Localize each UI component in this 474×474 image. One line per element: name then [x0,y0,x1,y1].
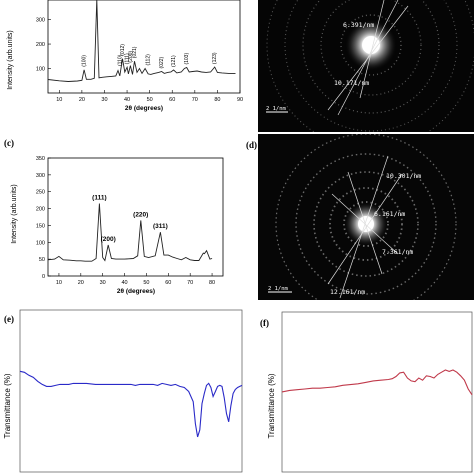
y-tick-label: 50 [39,257,45,263]
plot-frame-a [47,0,241,94]
x-tick-label: 40 [124,97,130,103]
y-axis-label-e: Transmittance (%) [3,373,12,438]
ftir-chart-f: (f) Transmittance (%) [260,311,473,473]
d-spacing-label-b2: 10.171/nm [334,79,369,87]
measurement-lines-d [327,155,403,299]
ftir-series-line [281,369,473,396]
x-tick-label: 20 [79,97,85,103]
panel-label-d: (d) [246,140,257,150]
x-tick-label: 30 [100,280,106,286]
x-tick-label: 50 [143,280,149,286]
y-tick-label: 250 [36,190,45,196]
x-tick-label: 80 [209,280,215,286]
peak-label: (112) [146,54,152,66]
y-tick-label: 100 [36,67,45,73]
saed-image-b: 6.391/nm 10.171/nm 2 1/nm [258,0,474,132]
x-tick-label: 10 [56,280,62,286]
y-tick-label: 350 [36,156,45,162]
y-axis-label-c: Intensity (arb.units) [11,184,18,244]
y-tick-label: 200 [36,207,45,213]
peak-label: (311) [153,223,168,230]
y-axis-label-f: Transmittance (%) [267,373,276,438]
x-tick-label: 90 [237,97,243,103]
scale-label-d: 2 1/nm [268,286,289,292]
xrd-series-line [47,203,213,262]
peak-label: (021) [132,46,138,58]
plot-frame-e [19,309,243,473]
xrd-chart-a: Intensity (arb.units) 300 200 100 10 20 30 40… [7,0,243,112]
ftir-series-line [19,370,243,438]
peak-label: (100) [82,55,88,67]
x-tick-label: 30 [101,97,107,103]
xrd-series-line [47,0,236,82]
scale-label-b: 2 1/nm [266,106,287,112]
peak-label: (121) [171,55,177,67]
xrd-chart-c: Intensity (arb.units) 0 50 100 150 200 250 300… [11,156,224,295]
peak-label: (103) [184,53,190,65]
peak-label: (200) [128,51,134,63]
x-tick-label: 60 [165,280,171,286]
x-tick-label: 60 [169,97,175,103]
measurement-lines-b [327,0,409,116]
saed-image-d: 10.301/nm 6.161/nm 7.361/nm 12.161/nm 2 … [258,134,474,300]
ftir-chart-e: (e) Transmittance (%) [3,309,243,473]
d-spacing-label-d4: 12.161/nm [330,288,365,296]
peak-label: (110) [117,54,123,66]
central-beam-d [358,216,374,232]
peak-label: (123) [212,52,218,64]
central-beam-b [362,36,380,54]
x-axis-label-c: 2θ (degrees) [117,288,155,295]
x-tick-label: 70 [187,280,193,286]
d-spacing-label-d3: 7.361/nm [382,248,413,256]
y-tick-label: 0 [42,274,45,280]
x-tick-label: 10 [56,97,62,103]
x-axis-label-a: 2θ (degrees) [125,105,163,112]
y-tick-label: 300 [36,18,45,24]
panel-label-c: (c) [4,138,14,148]
peak-label: (111) [92,195,106,202]
panel-label-f: (f) [260,318,269,328]
x-tick-label: 70 [192,97,198,103]
peak-label: (200) [101,236,116,243]
d-spacing-label-d2: 6.161/nm [374,210,405,218]
peak-label: (220) [133,211,148,218]
d-spacing-label-d1: 10.301/nm [386,172,421,180]
plot-frame-f [281,311,473,473]
x-tick-label: 80 [214,97,220,103]
peak-label: (022) [159,56,165,68]
x-tick-label: 40 [122,280,128,286]
x-tick-label: 50 [147,97,153,103]
diffraction-rings-b [266,0,474,132]
y-axis-label-a: Intensity (arb.units) [7,30,14,90]
y-tick-label: 300 [36,173,45,179]
y-tick-label: 150 [36,223,45,229]
peak-label: (111) [125,53,131,64]
x-tick-label: 20 [78,280,84,286]
y-tick-label: 200 [36,42,45,48]
d-spacing-label-b1: 6.391/nm [343,21,374,29]
peak-label: (012) [120,44,126,56]
panel-label-e: (e) [4,314,14,324]
plot-frame-c [47,157,224,277]
y-tick-label: 100 [36,240,45,246]
